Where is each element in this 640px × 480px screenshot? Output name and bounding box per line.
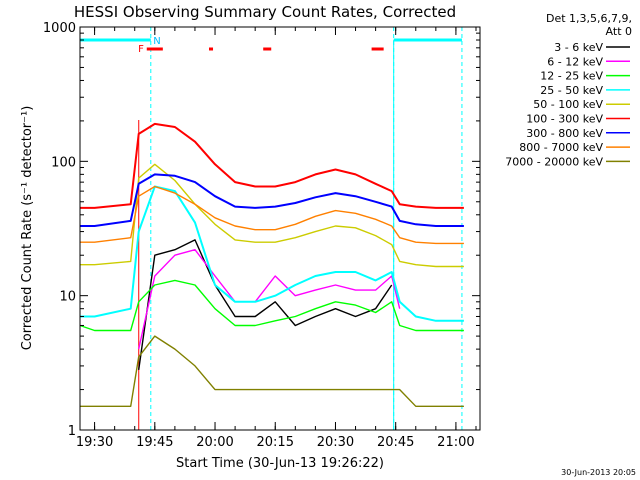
series-line-7 — [80, 185, 464, 245]
legend-label-6: 300 - 800 keV — [526, 127, 603, 140]
legend-label-5: 100 - 300 keV — [526, 113, 603, 126]
x-tick-label-1: 19:45 — [136, 435, 173, 450]
x-tick-label-4: 20:30 — [317, 435, 354, 450]
y-axis: 1 10 100 1000 — [43, 21, 480, 439]
x-axis-label: Start Time (30-Jun-13 19:26:22) — [176, 456, 384, 471]
legend-label-0: 3 - 6 keV — [554, 41, 603, 54]
flag-label-n: N — [153, 36, 160, 47]
y-tick-label-0: 1 — [68, 424, 76, 439]
legend-label-7: 800 - 7000 keV — [519, 141, 603, 154]
x-tick-label-6: 21:00 — [437, 435, 474, 450]
y-tick-label-2: 100 — [51, 155, 76, 170]
legend-label-1: 6 - 12 keV — [547, 55, 603, 68]
legend-header-line-2: Att 0 — [606, 25, 632, 38]
series-line-6 — [80, 173, 464, 227]
y-tick-label-3: 1000 — [43, 21, 76, 36]
legend-label-8: 7000 - 20000 keV — [505, 155, 603, 168]
chart-title: HESSI Observing Summary Count Rates, Cor… — [74, 3, 456, 21]
y-tick-label-1: 10 — [59, 290, 76, 305]
x-tick-label-0: 19:30 — [76, 435, 113, 450]
flag-label-f: F — [138, 44, 144, 55]
legend-header-line-1: Det 1,3,5,6,7,9, — [546, 12, 632, 25]
x-axis: 19:30 19:45 20:00 20:15 20:30 20:45 21:00 — [76, 27, 477, 450]
x-tick-label-2: 20:00 — [196, 435, 233, 450]
plot-area — [79, 27, 464, 430]
series-line-0 — [138, 239, 393, 370]
series-line-5 — [80, 122, 464, 209]
x-tick-label-5: 20:45 — [377, 435, 414, 450]
series-line-3 — [80, 185, 464, 322]
footer-timestamp: 30-Jun-2013 20:05 — [561, 468, 636, 477]
series-line-4 — [80, 163, 464, 268]
series-line-2 — [79, 279, 464, 332]
legend-label-3: 25 - 50 keV — [540, 84, 603, 97]
legend-label-2: 12 - 25 keV — [540, 70, 603, 83]
x-tick-label-3: 20:15 — [257, 435, 294, 450]
series-line-1 — [138, 249, 401, 350]
series-line-8 — [80, 335, 464, 407]
plot-frame — [79, 26, 481, 431]
y-axis-label: Corrected Count Rate (s⁻¹ detector⁻¹) — [20, 106, 35, 351]
legend-label-4: 50 - 100 keV — [533, 98, 603, 111]
